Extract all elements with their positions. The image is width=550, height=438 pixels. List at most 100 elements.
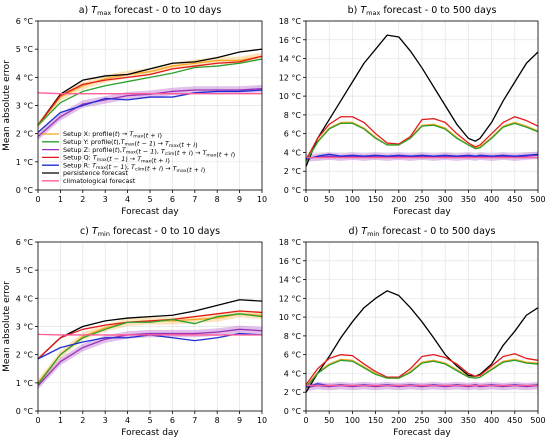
panel-c-y-tick-label: 4 °C [16, 294, 34, 303]
legend-label-X: Setup X: profile(t) → Tmax(t + i) [63, 130, 162, 140]
panel-d-x-tick-label: 100 [345, 416, 360, 425]
panel-d-y-tick-label: 10 °C [279, 313, 302, 322]
panel-d-series-X [305, 358, 539, 388]
legend-label-R: Setup R: Tmax(t − 1), Tclim(t + i) → Tma… [63, 161, 205, 174]
panel-d-x-tick-label: 0 [303, 416, 308, 425]
panel-a-x-tick-label: 7 [192, 195, 197, 204]
panel-d-y-tick-label: 4 °C [284, 369, 302, 378]
panel-a-series-R [37, 89, 263, 133]
panel-b-series-Z [305, 154, 539, 159]
panel-d-series-Q [305, 353, 539, 386]
panel-d-series-Y [305, 359, 539, 388]
panel-c-band-Z [38, 325, 262, 390]
panel-b-x-tick-label: 450 [507, 195, 522, 204]
panel-a-series-persist [37, 48, 263, 126]
panel-d-x-tick-label: 350 [461, 416, 476, 425]
panel-c-x-tick-label: 7 [192, 416, 197, 425]
panel-d-y-tick-label: 16 °C [279, 257, 302, 266]
panel-a-y-tick-label: 3 °C [16, 102, 34, 111]
panel-b-x-tick-label: 50 [324, 195, 334, 204]
panel-c-series-persist [37, 299, 263, 360]
panel-b-y-tick-label: 16 °C [279, 36, 302, 45]
panel-c-y-tick-label: 6 °C [16, 238, 34, 247]
panel-a-y-tick-label: 2 °C [16, 130, 34, 139]
panel-c-y-tick-label: 0 °C [16, 407, 34, 416]
panel-a-x-tick-label: 5 [147, 195, 152, 204]
panel-a-series-X [37, 55, 263, 126]
panel-a-x-tick-label: 3 [103, 195, 108, 204]
panel-b-series-Y [305, 122, 539, 163]
panel-d-x-tick-label: 50 [324, 416, 334, 425]
panel-a-x-tick-label: 9 [237, 195, 242, 204]
panel-d-title: d) Tmin forecast - 0 to 500 days [349, 226, 496, 238]
panel-a-series-Q [37, 55, 263, 126]
panel-c-x-tick-label: 8 [215, 416, 220, 425]
panel-b-y-tick-label: 12 °C [279, 73, 302, 82]
panel-c-y-axis-label: Mean absolute error [2, 281, 12, 372]
panel-b-series-Q [305, 116, 539, 161]
panel-a-x-tick-label: 0 [35, 195, 40, 204]
panel-b: 0 50 100 150 200 250 300 350 400 450 500 0 °C 2 °C 4 … [279, 5, 546, 217]
panel-c-y-tick-label: 5 °C [16, 266, 34, 275]
panel-c-band-X [38, 310, 262, 387]
panel-b-x-tick-label: 400 [484, 195, 499, 204]
panel-d-y-tick-label: 14 °C [279, 276, 302, 285]
panel-b-y-tick-label: 8 °C [284, 111, 302, 120]
legend-label-Y: Setup Y: profile(t),Tmax(t − 1) → Tmax(t… [63, 138, 198, 149]
panel-b-y-tick-label: 0 °C [284, 186, 302, 195]
panel-d-x-tick-label: 150 [368, 416, 383, 425]
panel-b-x-tick-label: 150 [368, 195, 383, 204]
panel-c-y-tick-label: 2 °C [16, 351, 34, 360]
panel-a-y-tick-label: 6 °C [16, 17, 34, 26]
panel-d-series-Z [305, 384, 539, 389]
panel-c-title: c) Tmin forecast - 0 to 10 days [80, 226, 220, 238]
panel-b-series-X [305, 121, 539, 163]
panel-a-x-tick-label: 2 [80, 195, 85, 204]
panel-a-x-tick-label: 4 [125, 195, 130, 204]
panel-c-x-tick-label: 3 [103, 416, 108, 425]
panel-c-series-Q [37, 310, 263, 360]
panel-a: 0 1 2 3 4 5 6 7 8 9 10 0 °C 1 °C 2 °C 3 °C 4 °C 5 °C 6 °C… [2, 5, 267, 217]
panel-c-x-tick-label: 10 [257, 416, 267, 425]
panel-b-x-tick-label: 250 [414, 195, 429, 204]
panel-d-y-tick-label: 0 °C [284, 407, 302, 416]
panel-d-series-persist [305, 290, 539, 393]
panel-b-series-persist [305, 34, 539, 167]
panel-d-x-tick-label: 250 [414, 416, 429, 425]
panel-d-y-tick-label: 12 °C [279, 294, 302, 303]
panel-c-series-Z [37, 328, 263, 387]
panel-b-y-tick-label: 14 °C [279, 55, 302, 64]
panel-b-y-tick-label: 18 °C [279, 17, 302, 26]
panel-b-x-tick-label: 200 [391, 195, 406, 204]
panel-a-y-axis-label: Mean absolute error [2, 60, 12, 151]
panel-c-x-tick-label: 9 [237, 416, 242, 425]
panel-b-x-tick-label: 350 [461, 195, 476, 204]
panel-b-x-tick-label: 0 [303, 195, 308, 204]
panel-d-y-tick-label: 6 °C [284, 351, 302, 360]
panel-c-x-tick-label: 4 [125, 416, 130, 425]
panel-b-x-tick-label: 300 [438, 195, 453, 204]
panel-a-series-clim [37, 92, 262, 95]
panel-b-y-tick-label: 6 °C [284, 130, 302, 139]
panel-a-y-tick-label: 0 °C [16, 186, 34, 195]
panel-d-x-tick-label: 300 [438, 416, 453, 425]
panel-a-series-Y [37, 58, 263, 126]
panel-c-y-tick-label: 1 °C [16, 379, 34, 388]
legend-label-clim: climatological forecast [63, 177, 136, 185]
panel-c: 0 1 2 3 4 5 6 7 8 9 10 0 °C 1 °C 2 °C 3 °C 4 °C 5 °C 6 °C… [2, 226, 267, 438]
panel-d-x-tick-label: 400 [484, 416, 499, 425]
panel-d-y-tick-label: 8 °C [284, 332, 302, 341]
legend: Setup X: profile(t) → Tmax(t + i)Setup Y… [42, 130, 235, 185]
panel-c-x-axis-label: Forecast day [121, 428, 179, 438]
panel-b-title: b) Tmax forecast - 0 to 500 days [348, 5, 497, 17]
panel-b-x-tick-label: 100 [345, 195, 360, 204]
panel-c-x-tick-label: 6 [170, 416, 175, 425]
panel-c-series-clim [37, 333, 262, 336]
panel-a-y-tick-label: 5 °C [16, 45, 34, 54]
panel-a-x-tick-label: 10 [257, 195, 267, 204]
panel-a-band-Z [38, 84, 262, 141]
panel-a-x-axis-label: Forecast day [121, 207, 179, 217]
panel-a-x-tick-label: 8 [215, 195, 220, 204]
panel-b-series-R [305, 153, 539, 160]
